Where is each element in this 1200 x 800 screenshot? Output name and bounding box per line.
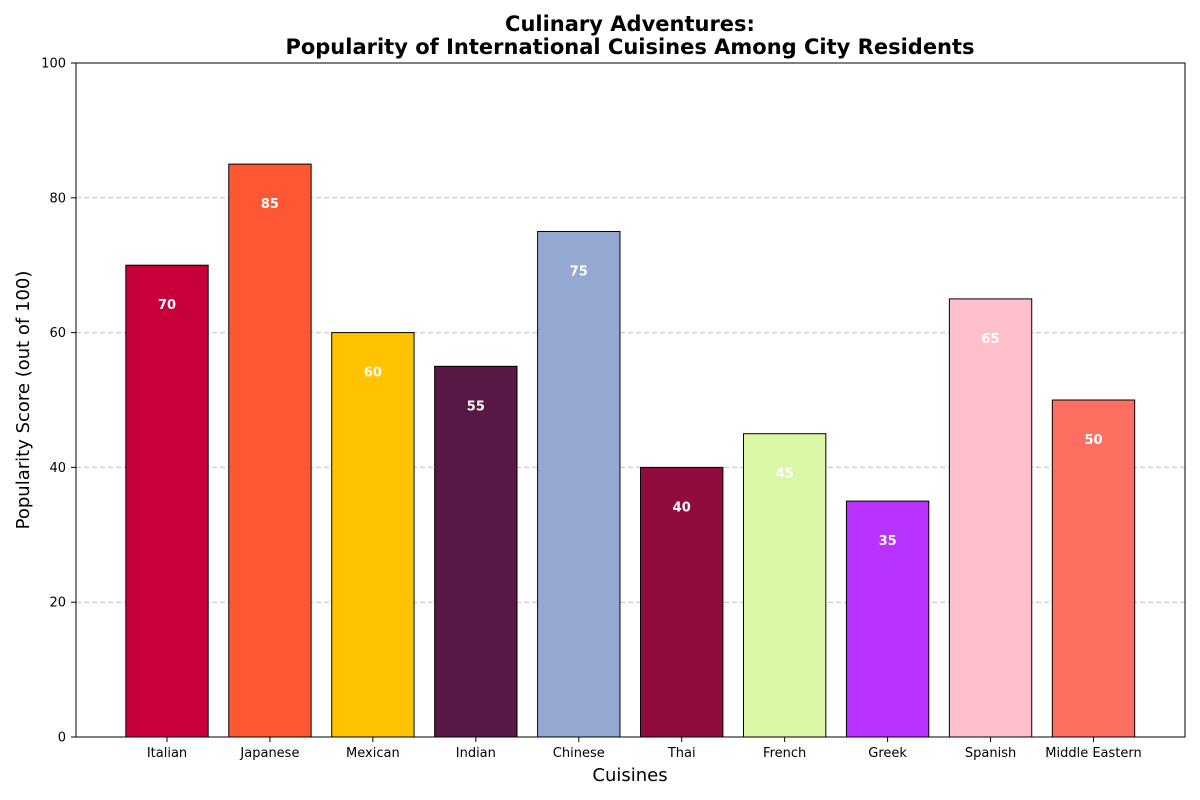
bar-value-label: 75 bbox=[570, 265, 588, 280]
x-axis-label: Cuisines bbox=[592, 765, 667, 786]
x-axis-ticks: Italian Japanese Mexican Indian Chinese Thai F… bbox=[147, 737, 1142, 761]
x-tick-label: Spanish bbox=[965, 746, 1016, 761]
x-tick-label: Thai bbox=[667, 746, 696, 761]
y-tick-label: 40 bbox=[49, 461, 66, 476]
y-tick-label: 100 bbox=[41, 57, 66, 72]
y-axis-ticks: 0 20 40 60 80 100 bbox=[41, 57, 76, 746]
bar-value-label: 45 bbox=[776, 467, 794, 482]
x-tick-label: Middle Eastern bbox=[1045, 746, 1141, 761]
chart-title-line-2: Popularity of International Cuisines Amo… bbox=[285, 35, 974, 59]
bar-value-labels: 70 85 60 55 75 40 45 35 65 50 bbox=[158, 197, 1103, 549]
x-tick-label: Chinese bbox=[553, 746, 605, 761]
bar bbox=[1051, 399, 1136, 738]
bar bbox=[845, 500, 930, 738]
bar-value-label: 70 bbox=[158, 298, 176, 313]
bar bbox=[228, 163, 312, 738]
x-tick-label: French bbox=[763, 746, 806, 761]
bar-value-label: 40 bbox=[673, 500, 691, 515]
y-tick-label: 80 bbox=[49, 191, 66, 206]
bars bbox=[125, 163, 1136, 738]
x-tick-label: Japanese bbox=[239, 746, 299, 761]
bar-value-label: 55 bbox=[467, 399, 485, 414]
x-tick-label: Mexican bbox=[346, 746, 400, 761]
y-tick-label: 20 bbox=[49, 596, 66, 611]
x-tick-label: Italian bbox=[147, 746, 187, 761]
chart-title-line-1: Culinary Adventures: bbox=[505, 12, 755, 36]
bar-value-label: 35 bbox=[879, 534, 897, 549]
x-tick-label: Greek bbox=[868, 746, 907, 761]
y-tick-label: 60 bbox=[49, 326, 66, 341]
bar bbox=[640, 466, 724, 738]
bar bbox=[331, 332, 415, 738]
bar bbox=[125, 264, 209, 738]
x-tick-label: Indian bbox=[456, 746, 496, 761]
y-axis-label: Popularity Score (out of 100) bbox=[13, 271, 34, 530]
y-tick-label: 0 bbox=[58, 731, 66, 746]
bar bbox=[537, 231, 621, 738]
bar-value-label: 60 bbox=[364, 366, 382, 381]
bar bbox=[434, 365, 518, 738]
plot-frame bbox=[75, 62, 1186, 738]
bar bbox=[948, 298, 1033, 738]
bar-value-label: 85 bbox=[261, 197, 279, 212]
bar-value-label: 65 bbox=[982, 332, 1000, 347]
bar-value-label: 50 bbox=[1084, 433, 1102, 448]
